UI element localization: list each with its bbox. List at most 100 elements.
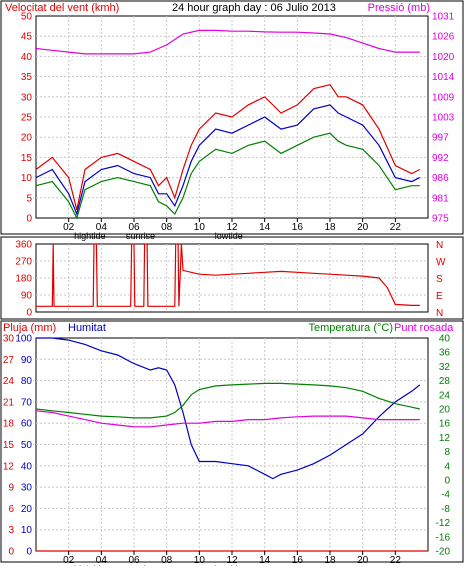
- rain-tick-12: 12: [3, 461, 15, 472]
- panel-0-left-tick-40: 40: [21, 52, 33, 63]
- panel-2-time-tick-02: 02: [63, 555, 75, 566]
- panel-0-series-blue-line: [35, 104, 421, 216]
- panel-2-time-tick-06: 06: [128, 555, 140, 566]
- panel-0-time-tick-04: 04: [96, 222, 108, 233]
- panel-1-left-tick-360: 360: [15, 240, 32, 251]
- panel-0-left-tick-30: 30: [21, 92, 33, 103]
- panel-1-series-red-line: [36, 243, 420, 307]
- panel-0-left-tick-50: 50: [21, 12, 33, 23]
- panel-0-time-event-lowtide: lowtide: [215, 231, 243, 241]
- panel-2-time-tick-22: 22: [390, 555, 402, 566]
- panel-0-left-tick-25: 25: [21, 113, 33, 124]
- pressure-tick-992: 992: [432, 153, 449, 164]
- pressure-tick-997: 997: [432, 133, 449, 144]
- temperature-tick--8: -8: [441, 504, 450, 515]
- pressure-tick-986: 986: [432, 173, 449, 184]
- panel-2-time-tick-20: 20: [357, 555, 369, 566]
- panel-2-time-tick-04: 04: [96, 555, 108, 566]
- panel-0-series-red-line: [35, 84, 421, 211]
- rain-tick-18: 18: [3, 419, 15, 430]
- panel-2-left-tick-0: 0: [26, 547, 32, 558]
- panel-2-time-tick-16: 16: [292, 555, 304, 566]
- panel-2-left-tick-30: 30: [21, 483, 33, 494]
- temperature-tick-4: 4: [444, 461, 450, 472]
- rain-tick-3: 3: [8, 525, 14, 536]
- panel-2-time-tick-08: 08: [161, 555, 173, 566]
- rain-tick-30: 30: [3, 334, 15, 345]
- panel-2-left-tick-20: 20: [21, 504, 33, 515]
- panel-0-left-tick-0: 0: [26, 214, 32, 225]
- panel-2-series-blue-line: [36, 337, 421, 480]
- panel-2-left-tick-50: 50: [21, 440, 33, 451]
- panel-0-left-tick-20: 20: [21, 133, 33, 144]
- pressure-axis-title: Pressió (mb): [368, 2, 430, 14]
- panel-0-time-tick-02: 02: [63, 222, 75, 233]
- temperature-tick--12: -12: [436, 518, 451, 529]
- panel-0-time-event-sunrise: sunrise: [126, 231, 155, 241]
- direction-letter-0: N: [436, 240, 443, 251]
- pressure-tick-1020: 1020: [432, 52, 455, 63]
- panel-0-series-green-line: [35, 132, 420, 220]
- temperature-tick-0: 0: [444, 476, 450, 487]
- panel-2-left-tick-70: 70: [21, 397, 33, 408]
- panel-0-time-tick-16: 16: [292, 222, 304, 233]
- temperature-tick-20: 20: [439, 405, 451, 416]
- pressure-tick-1014: 1014: [432, 72, 455, 83]
- panel-0-time-tick-20: 20: [357, 222, 369, 233]
- panel-2-time-tick-10: 10: [194, 555, 206, 566]
- panel-0-time-tick-18: 18: [324, 222, 336, 233]
- temperature-tick-16: 16: [439, 419, 451, 430]
- pressure-tick-1031: 1031: [432, 12, 455, 23]
- panel-0-left-tick-10: 10: [21, 173, 33, 184]
- panel-1-left-tick-0: 0: [26, 308, 32, 319]
- panel-0-time-event-hightide: hightide: [74, 231, 106, 241]
- temperature-tick-36: 36: [439, 348, 451, 359]
- panel-2-time-tick-18: 18: [324, 555, 336, 566]
- temperature-tick-12: 12: [439, 433, 451, 444]
- rain-tick-9: 9: [8, 483, 14, 494]
- rain-tick-24: 24: [3, 376, 15, 387]
- wind-axis-title: Velocitat del vent (kmh): [5, 2, 119, 14]
- temperature-tick-40: 40: [439, 334, 451, 345]
- panel-0-plot: 0 5 10 15 20 25 30 35 40 45 50 975 981 986 992 997 1003 1…: [21, 12, 455, 242]
- rain-tick-6: 6: [8, 504, 14, 515]
- chart-title: 24 hour graph day : 06 Julio 2013: [172, 2, 336, 14]
- temperature-axis-title: Temperatura (°C): [309, 322, 393, 334]
- panel-2-series-green-line: [35, 382, 420, 419]
- panel-0-left-tick-15: 15: [21, 153, 33, 164]
- panel-0-left-tick-45: 45: [21, 32, 33, 43]
- pressure-tick-975: 975: [432, 214, 449, 225]
- panel-1-left-tick-90: 90: [21, 291, 33, 302]
- rain-tick-15: 15: [3, 440, 15, 451]
- panel-1-left-tick-180: 180: [15, 274, 32, 285]
- pressure-tick-981: 981: [432, 193, 449, 204]
- temperature-tick--4: -4: [441, 490, 450, 501]
- temperature-tick--20: -20: [436, 547, 451, 558]
- pressure-tick-1009: 1009: [432, 92, 455, 103]
- panel-wind-frame: [0, 0, 464, 235]
- pressure-tick-1003: 1003: [432, 113, 455, 124]
- panel-0-time-tick-06: 06: [128, 222, 140, 233]
- direction-letter-3: E: [436, 291, 443, 302]
- panel-0-series-magenta-line: [35, 29, 420, 55]
- direction-letter-4: N: [436, 308, 443, 319]
- temperature-tick-32: 32: [439, 362, 451, 373]
- panel-0-time-tick-12: 12: [226, 222, 238, 233]
- panel-0-time-tick-14: 14: [259, 222, 271, 233]
- pressure-tick-1026: 1026: [432, 32, 455, 43]
- panel-0-time-tick-10: 10: [194, 222, 206, 233]
- panel-0-time-tick-22: 22: [390, 222, 402, 233]
- panel-2-left-tick-80: 80: [21, 376, 33, 387]
- humidity-axis-title: Humitat: [68, 322, 106, 334]
- rain-tick-27: 27: [3, 355, 15, 366]
- chart-panels: 0510152025303540455097598198699299710031…: [3, 12, 455, 571]
- panel-0-time-tick-08: 08: [161, 222, 173, 233]
- panel-2-left-tick-40: 40: [21, 461, 33, 472]
- rain-tick-0: 0: [8, 547, 14, 558]
- panel-direction-frame: [0, 236, 464, 320]
- panel-2-left-tick-10: 10: [21, 525, 33, 536]
- rain-axis-title: Pluja (mm): [3, 322, 56, 334]
